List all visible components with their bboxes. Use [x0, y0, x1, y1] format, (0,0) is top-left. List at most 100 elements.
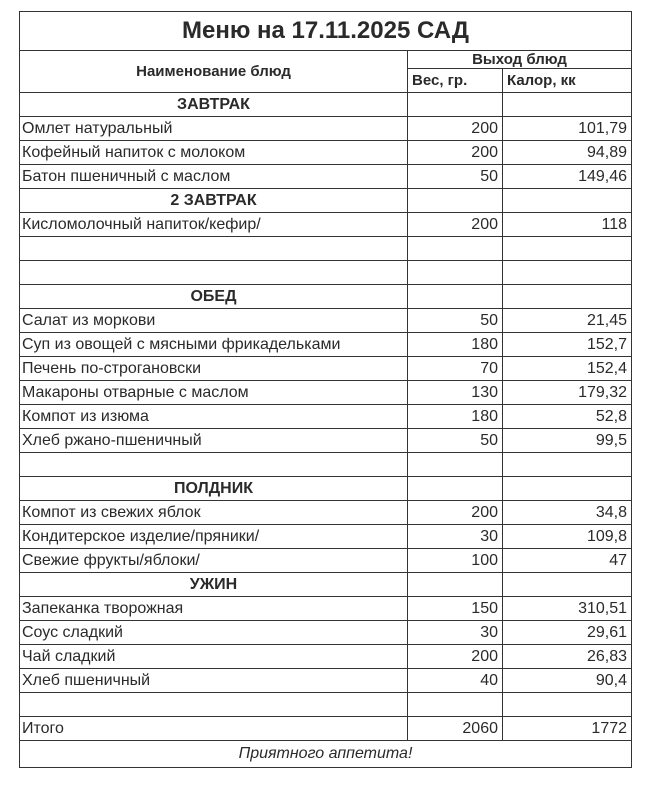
title-row: Меню на 17.11.2025 САД — [18, 11, 633, 51]
dish-name: Печень по-строгановски — [19, 356, 408, 381]
dish-calories: 149,46 — [501, 164, 633, 189]
dish-weight: 30 — [407, 524, 503, 549]
dish-name: Кондитерское изделие/пряники/ — [19, 524, 408, 549]
empty-row — [19, 692, 633, 717]
dish-weight: 50 — [407, 164, 503, 189]
dish-name: Соус сладкий — [19, 620, 408, 645]
dish-name: Кофейный напиток с молоком — [19, 140, 408, 165]
dish-calories: 26,83 — [501, 644, 633, 669]
header-row: Наименование блюд Выход блюд — [19, 50, 633, 93]
dish-name: Салат из моркови — [19, 308, 408, 333]
dish-name: Свежие фрукты/яблоки/ — [19, 548, 408, 573]
dish-weight — [407, 476, 503, 501]
dish-name — [19, 236, 408, 261]
table-row: Салат из моркови 50 21,45 — [19, 308, 633, 333]
dish-calories: 101,79 — [501, 116, 633, 141]
dish-calories: 152,4 — [501, 356, 633, 381]
dish-weight: 130 — [407, 380, 503, 405]
header-calories: Калор, кк — [501, 68, 633, 93]
table-row: Соус сладкий 30 29,61 — [19, 620, 633, 645]
page-title: Меню на 17.11.2025 САД — [18, 11, 633, 51]
empty-row — [19, 236, 633, 261]
dish-calories: 1772 — [501, 716, 633, 741]
dish-name: Кисломолочный напиток/кефир/ — [19, 212, 408, 237]
header-weight: Вес, гр. — [407, 68, 503, 93]
dish-name: ОБЕД — [19, 284, 408, 309]
section-row: 2 ЗАВТРАК — [19, 188, 633, 213]
dish-calories — [501, 92, 633, 117]
dish-calories: 52,8 — [501, 404, 633, 429]
dish-calories: 109,8 — [501, 524, 633, 549]
dish-name: 2 ЗАВТРАК — [19, 188, 408, 213]
dish-weight — [407, 692, 503, 717]
dish-name: Батон пшеничный с маслом — [19, 164, 408, 189]
dish-calories: 34,8 — [501, 500, 633, 525]
dish-weight: 200 — [407, 140, 503, 165]
dish-name: Итого — [19, 716, 408, 741]
dish-weight: 200 — [407, 500, 503, 525]
table-row: Макароны отварные с маслом 130 179,32 — [19, 380, 633, 405]
table-row: Свежие фрукты/яблоки/100 47 — [19, 548, 633, 573]
menu-table: Меню на 17.11.2025 САД Наименование блюд… — [18, 11, 633, 768]
footer-row: Приятного аппетита! — [18, 740, 633, 768]
dish-name: Компот из свежих яблок — [19, 500, 408, 525]
dish-weight: 2060 — [407, 716, 503, 741]
dish-weight: 200 — [407, 644, 503, 669]
table-row: Итого 2060 1772 — [19, 716, 633, 741]
footer-text: Приятного аппетита! — [18, 740, 633, 768]
dish-weight: 180 — [407, 332, 503, 357]
table-row: Кисломолочный напиток/кефир/200 118 — [19, 212, 633, 237]
table-row: Компот из изюма 180 52,8 — [19, 404, 633, 429]
dish-name — [19, 260, 408, 285]
header-subrow: Вес, гр. Калор, кк — [20, 68, 633, 93]
table-row: Омлет натуральный 200 101,79 — [19, 116, 633, 141]
dish-calories: 90,4 — [501, 668, 633, 693]
dish-weight: 200 — [407, 212, 503, 237]
dish-name: Хлеб пшеничный — [19, 668, 408, 693]
table-row: Компот из свежих яблок 200 34,8 — [19, 500, 633, 525]
dish-name: Хлеб ржано-пшеничный — [19, 428, 408, 453]
dish-weight — [407, 236, 503, 261]
table-row: Запеканка творожная 150 310,51 — [19, 596, 633, 621]
dish-calories: 179,32 — [501, 380, 633, 405]
dish-calories: 29,61 — [501, 620, 633, 645]
dish-calories: 152,7 — [501, 332, 633, 357]
dish-name: ПОЛДНИК — [19, 476, 408, 501]
dish-weight — [407, 572, 503, 597]
table-row: Хлеб ржано-пшеничный 50 99,5 — [19, 428, 633, 453]
table-row: Кондитерское изделие/пряники/30 109,8 — [19, 524, 633, 549]
dish-calories — [501, 452, 633, 477]
dish-name — [19, 692, 408, 717]
dish-name: Запеканка творожная — [19, 596, 408, 621]
dish-weight: 50 — [407, 308, 503, 333]
dish-weight: 180 — [407, 404, 503, 429]
dish-name: Суп из овощей с мясными фрикадельками — [19, 332, 408, 357]
dish-calories — [501, 572, 633, 597]
table-row: Суп из овощей с мясными фрикадельками 180… — [19, 332, 633, 357]
table-row: Печень по-строгановски 70 152,4 — [19, 356, 633, 381]
section-row: ПОЛДНИК — [19, 476, 633, 501]
dish-weight: 150 — [407, 596, 503, 621]
dish-name: ЗАВТРАК — [19, 92, 408, 117]
dish-calories — [501, 260, 633, 285]
dish-weight: 50 — [407, 428, 503, 453]
dish-name: Чай сладкий — [19, 644, 408, 669]
section-row: ЗАВТРАК — [19, 92, 633, 117]
dish-calories: 47 — [501, 548, 633, 573]
table-row: Батон пшеничный с маслом 50 149,46 — [19, 164, 633, 189]
dish-calories — [501, 284, 633, 309]
dish-weight — [407, 92, 503, 117]
empty-row — [19, 452, 633, 477]
header-output: Выход блюд — [406, 50, 633, 69]
dish-name: Компот из изюма — [19, 404, 408, 429]
dish-calories — [501, 692, 633, 717]
section-row: УЖИН — [19, 572, 633, 597]
dish-name: Макароны отварные с маслом — [19, 380, 408, 405]
dish-weight: 70 — [407, 356, 503, 381]
dish-weight: 30 — [407, 620, 503, 645]
dish-weight — [407, 188, 503, 213]
dish-name: УЖИН — [19, 572, 408, 597]
header-name: Наименование блюд — [19, 50, 408, 93]
dish-weight — [407, 452, 503, 477]
dish-calories: 118 — [501, 212, 633, 237]
